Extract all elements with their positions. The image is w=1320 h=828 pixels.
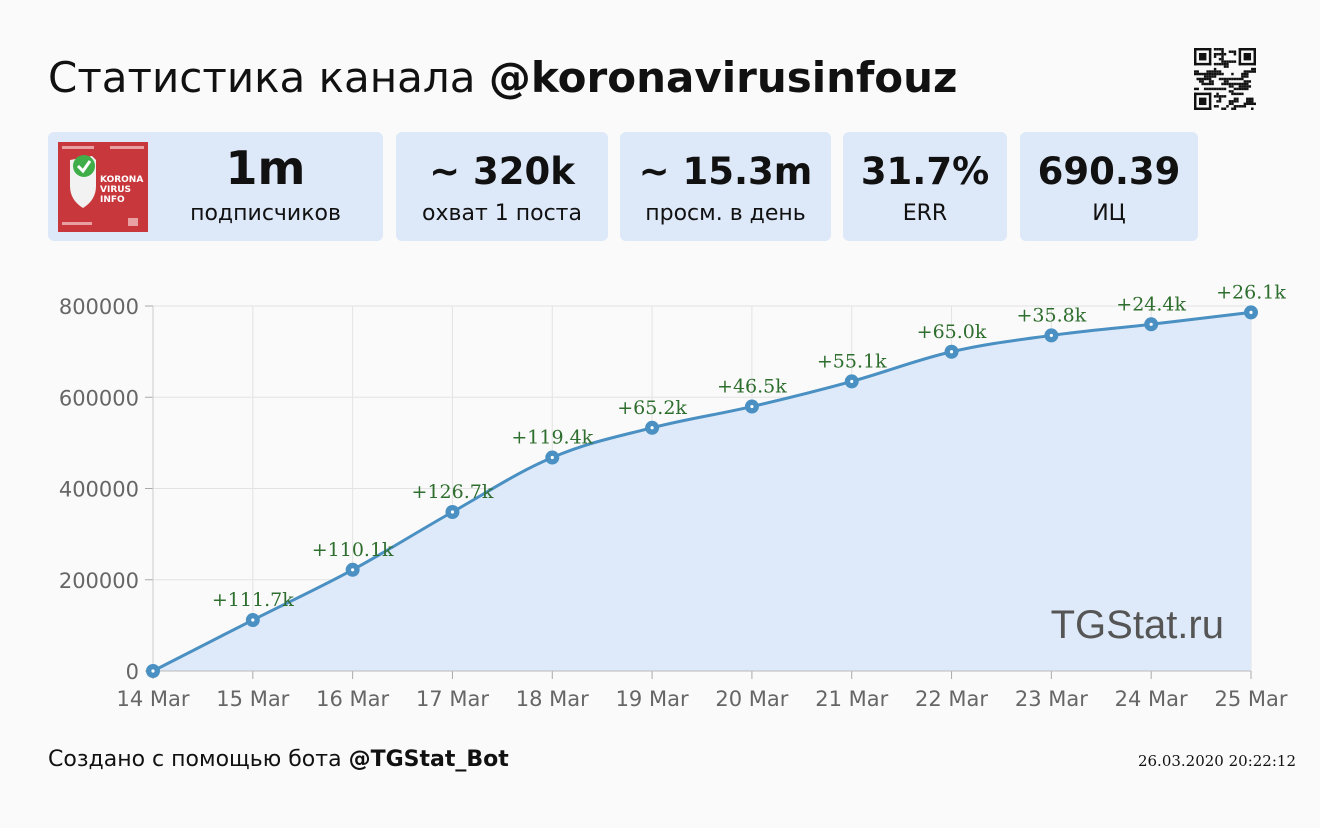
data-label: +65.0k	[917, 321, 987, 343]
data-point-center	[151, 669, 155, 673]
data-label: +111.7k	[212, 589, 294, 611]
reach-label: охват 1 поста	[422, 201, 582, 226]
card-subscribers: KORONA VIRUS INFO 1m подписчиков	[48, 132, 383, 241]
data-point-center	[450, 510, 455, 514]
footer-bot-link[interactable]: @TGStat_Bot	[348, 747, 509, 772]
x-tick-label: 17 Mar	[416, 687, 489, 711]
footer-credit: Создано с помощью бота @TGStat_Bot	[48, 747, 509, 772]
card-err: 31.7% ERR	[843, 132, 1007, 241]
data-label: +110.1k	[312, 539, 394, 561]
data-point-center	[351, 568, 355, 572]
title-prefix: Статистика канала	[48, 53, 476, 102]
chart-data-labels: +111.7k +110.1k +126.7k +119.4k +65.2k +46.5k…	[212, 281, 1286, 611]
data-point-center	[949, 350, 954, 354]
data-point-center	[1049, 333, 1053, 338]
data-point-center	[850, 379, 854, 384]
citation-index-value: 690.39	[1037, 150, 1181, 193]
avatar-line-1: KORONA	[100, 175, 143, 185]
citation-index-label: ИЦ	[1092, 201, 1126, 226]
data-label: +26.1k	[1216, 281, 1286, 303]
daily-views-value: ~ 15.3m	[638, 150, 813, 193]
chart-area-fill	[153, 312, 1251, 671]
chart-points	[146, 305, 1258, 678]
data-point-center	[251, 618, 255, 622]
x-tick-label: 20 Mar	[715, 687, 788, 711]
x-tick-label: 23 Mar	[1015, 687, 1088, 711]
data-point-center	[550, 455, 554, 460]
y-tick-label: 600000	[59, 386, 139, 410]
y-tick-label: 800000	[59, 295, 139, 319]
data-label: +126.7k	[412, 481, 494, 503]
avatar-line-2: VIRUS	[100, 185, 131, 195]
footer-timestamp: 26.03.2020 20:22:12	[1137, 752, 1296, 770]
x-tick-label: 19 Mar	[616, 687, 689, 711]
x-tick-label: 25 Mar	[1214, 687, 1287, 711]
data-label: +24.4k	[1116, 293, 1186, 315]
y-tick-label: 200000	[59, 569, 139, 593]
subscribers-label: подписчиков	[190, 201, 341, 226]
data-label: +119.4k	[511, 427, 593, 449]
chart-series-line	[152, 310, 1252, 673]
avatar-line-3: INFO	[100, 195, 125, 205]
x-tick-label: 15 Mar	[216, 687, 289, 711]
daily-views-label: просм. в день	[645, 201, 806, 226]
data-label: +46.5k	[717, 376, 787, 398]
card-daily-views: ~ 15.3m просм. в день	[620, 132, 831, 241]
y-tick-label: 0	[126, 660, 139, 684]
x-tick-label: 21 Mar	[815, 687, 888, 711]
card-citation-index: 690.39 ИЦ	[1020, 132, 1198, 241]
data-point-center	[1249, 310, 1253, 314]
err-label: ERR	[902, 201, 948, 226]
x-tick-label: 14 Mar	[116, 687, 189, 711]
subscribers-value: 1m	[225, 141, 306, 195]
qr-code-icon	[1194, 48, 1256, 110]
data-label: +55.1k	[817, 350, 887, 372]
x-tick-label: 16 Mar	[316, 687, 389, 711]
page-title: Статистика канала @koronavirusinfouz	[48, 52, 957, 104]
x-tick-label: 24 Mar	[1115, 687, 1188, 711]
data-point-center	[650, 426, 654, 430]
data-label: +35.8k	[1016, 304, 1086, 326]
tgstat-watermark: TGStat.ru	[1051, 603, 1224, 647]
reach-value: ~ 320k	[429, 150, 575, 193]
data-point-center	[1149, 322, 1153, 326]
x-tick-label: 22 Mar	[915, 687, 988, 711]
footer-made-with: Создано с помощью бота	[48, 747, 342, 772]
data-label: +65.2k	[617, 397, 687, 419]
channel-avatar: KORONA VIRUS INFO	[58, 142, 148, 232]
y-tick-label: 400000	[59, 478, 139, 502]
err-value: 31.7%	[860, 150, 990, 193]
data-point-center	[750, 404, 754, 409]
x-tick-label: 18 Mar	[516, 687, 589, 711]
card-reach: ~ 320k охват 1 поста	[396, 132, 608, 241]
channel-handle[interactable]: @koronavirusinfouz	[488, 53, 958, 102]
chart-axes: 0 200000 400000 600000 800000 14 Mar 15 Mar 16 …	[59, 295, 1288, 711]
